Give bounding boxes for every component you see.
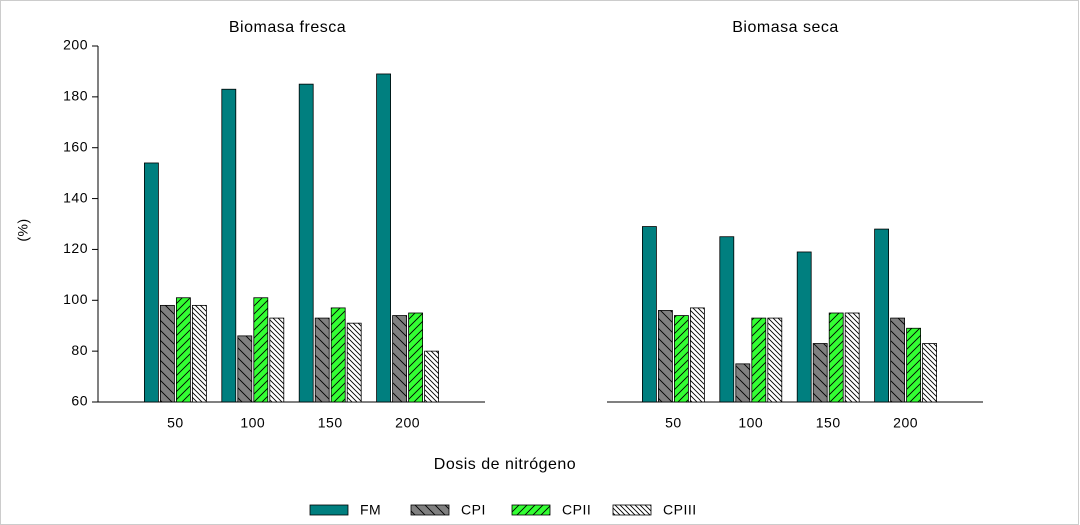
bar: [828, 312, 844, 403]
bar: [719, 236, 735, 403]
x-tick-label: 200: [893, 415, 918, 431]
bar: [346, 322, 362, 403]
bar: [314, 317, 330, 403]
bar: [674, 315, 689, 403]
chart-title: Biomasa seca: [732, 19, 839, 36]
x-tick-label: 150: [318, 415, 343, 431]
bar: [408, 312, 424, 403]
bar: [159, 304, 175, 403]
bar: [906, 327, 921, 403]
x-tick-label: 50: [167, 415, 184, 431]
bar: [330, 307, 346, 403]
y-tick-label: 80: [71, 342, 88, 358]
bar: [922, 343, 937, 403]
bar: [642, 226, 657, 403]
legend-label: FM: [360, 502, 381, 518]
x-tick-label: 100: [738, 415, 763, 431]
bar: [424, 350, 440, 403]
x-tick-label: 50: [665, 415, 682, 431]
bar: [796, 251, 812, 403]
x-axis-label: Dosis de nitrógeno: [434, 456, 576, 473]
legend-label: CPIII: [663, 502, 697, 518]
bar: [751, 317, 767, 403]
bar: [298, 83, 314, 403]
bar: [874, 228, 889, 403]
legend-swatch: [511, 504, 551, 516]
bar: [690, 307, 705, 403]
y-tick-label: 160: [63, 138, 88, 154]
legend-swatch: [612, 504, 652, 516]
bar: [191, 304, 207, 403]
y-tick-label: 180: [63, 88, 88, 104]
bar: [143, 162, 159, 403]
legend-swatch: [410, 504, 450, 516]
bar: [175, 297, 191, 403]
x-tick-label: 100: [240, 415, 265, 431]
bar: [844, 312, 860, 403]
y-tick-label: 140: [63, 189, 88, 205]
bar: [221, 88, 237, 403]
bar: [269, 317, 285, 403]
y-axis-label: (%): [15, 218, 31, 241]
bar: [392, 315, 408, 403]
y-tick-label: 200: [63, 37, 88, 53]
bar: [658, 310, 673, 403]
y-tick-label: 100: [63, 291, 88, 307]
bar: [376, 73, 392, 403]
bar: [735, 363, 751, 403]
legend-label: CPI: [461, 502, 486, 518]
bar: [237, 335, 253, 403]
legend-label: CPII: [562, 502, 591, 518]
chart-title: Biomasa fresca: [229, 19, 346, 36]
x-tick-label: 200: [395, 415, 420, 431]
bar: [890, 317, 905, 403]
bar: [767, 317, 783, 403]
y-tick-label: 120: [63, 240, 88, 256]
bar: [812, 343, 828, 403]
bar: [253, 297, 269, 403]
y-tick-label: 60: [71, 393, 88, 409]
x-tick-label: 150: [816, 415, 841, 431]
legend-swatch: [309, 504, 349, 516]
